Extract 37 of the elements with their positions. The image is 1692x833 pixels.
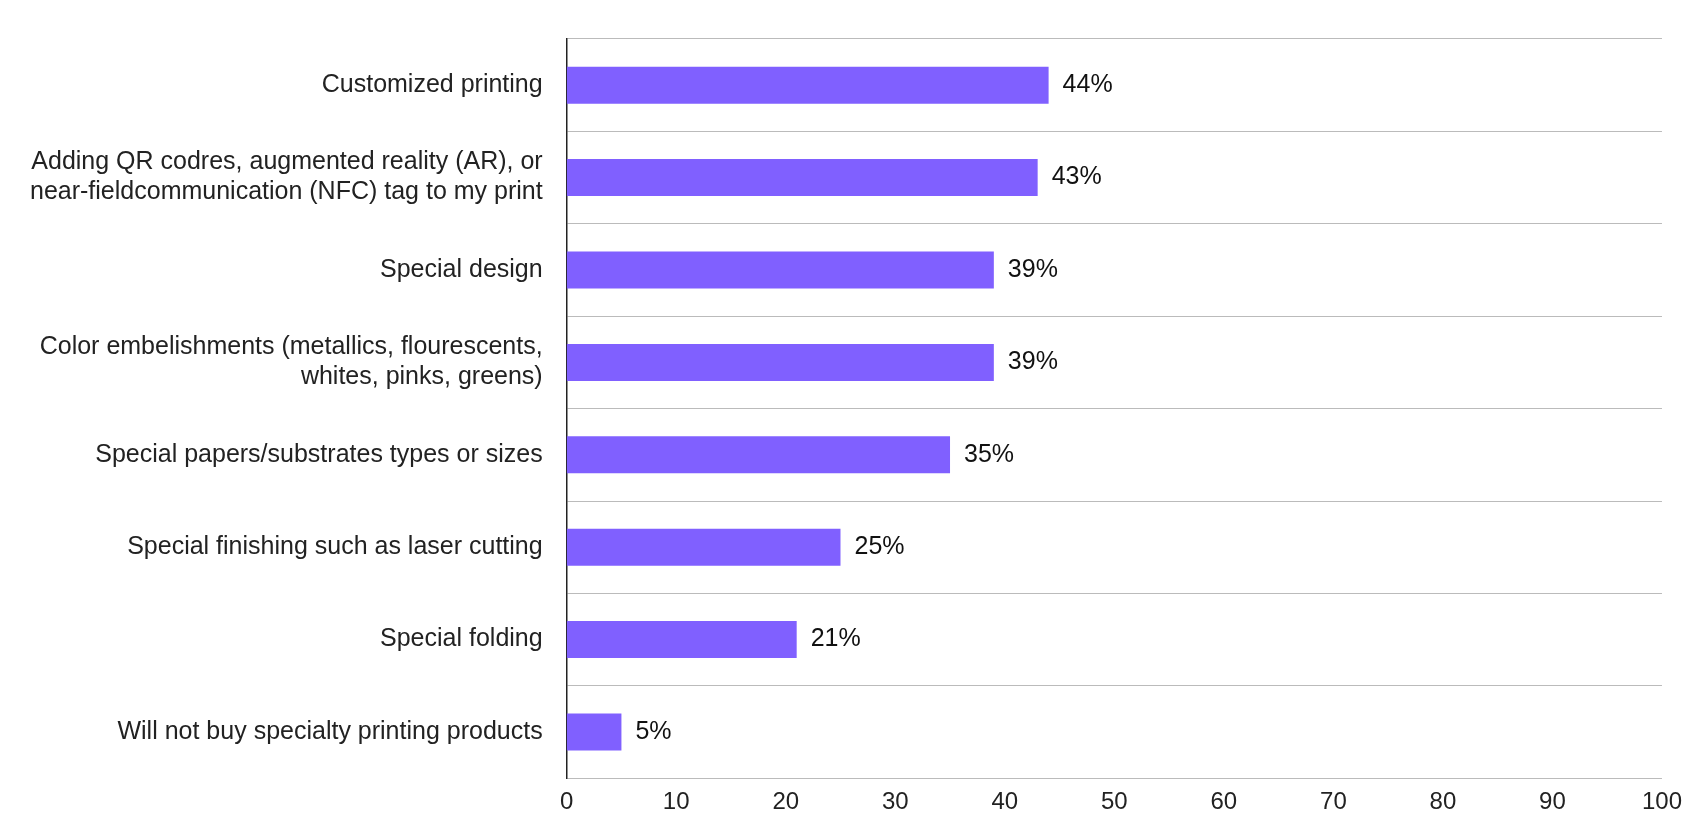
bar	[566, 528, 841, 566]
data-label: 43%	[1051, 161, 1102, 190]
bar	[566, 436, 951, 474]
category-label: Color embelishments (metallics, flourescents,	[39, 331, 543, 360]
category-label: whites, pinks, greens)	[300, 361, 543, 390]
category-label: Special design	[380, 253, 543, 282]
x-tick-label: 60	[1210, 787, 1238, 815]
category-label: Special papers/substrates types or sizes	[95, 438, 543, 467]
x-tick-label: 100	[1641, 787, 1682, 815]
data-label: 39%	[1007, 346, 1058, 375]
x-tick-label: 40	[991, 787, 1019, 815]
data-label: 5%	[635, 715, 672, 744]
x-tick-label: 20	[772, 787, 800, 815]
data-label: 35%	[964, 438, 1015, 467]
category-label: Special folding	[380, 623, 543, 652]
category-label: Will not buy specialty printing products	[117, 715, 543, 744]
bar	[566, 343, 994, 381]
x-tick-label: 10	[662, 787, 690, 815]
data-label: 21%	[810, 623, 861, 652]
bar	[566, 66, 1049, 104]
x-tick-label: 70	[1320, 787, 1347, 815]
x-tick-label: 90	[1539, 787, 1566, 815]
bar	[566, 621, 797, 659]
category-label: Adding QR codres, augmented reality (AR), or	[31, 146, 543, 175]
data-label: 25%	[854, 531, 905, 560]
x-tick-label: 30	[881, 787, 909, 815]
bar	[566, 713, 622, 751]
bar	[566, 251, 994, 289]
bar	[566, 159, 1038, 197]
data-label: 39%	[1007, 253, 1058, 282]
x-tick-label: 50	[1100, 787, 1128, 815]
data-label: 44%	[1062, 69, 1113, 98]
x-tick-label: 80	[1429, 787, 1457, 815]
category-label: Special finishing such as laser cutting	[127, 531, 543, 560]
category-label: near-fieldcommunication (NFC) tag to my print	[30, 176, 543, 205]
x-tick-label: 0	[559, 787, 574, 815]
category-label: Customized printing	[321, 69, 543, 98]
